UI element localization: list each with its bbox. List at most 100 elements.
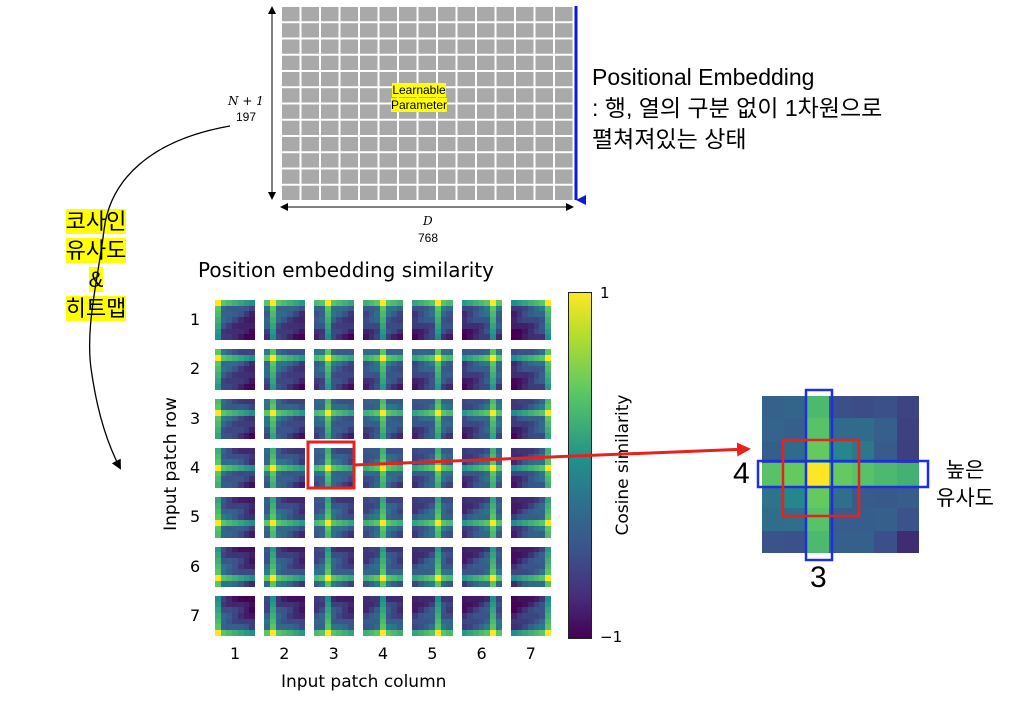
heatmap-cell: [319, 612, 326, 620]
zoom-cell: [762, 440, 785, 464]
heatmap-cell: [249, 377, 256, 384]
heatmap-cell: [484, 624, 491, 631]
heatmap-cell: [490, 612, 497, 620]
heatmap-cell: [330, 508, 337, 515]
heatmap-patch: [215, 300, 256, 341]
heatmap-cell: [423, 476, 430, 483]
heatmap-cell: [417, 427, 424, 434]
heatmap-cell: [275, 520, 282, 527]
heatmap-patch: [215, 349, 256, 390]
heatmap-cell: [417, 601, 424, 608]
heatmap-cell: [243, 546, 250, 553]
heatmap-cell: [429, 355, 436, 362]
heatmap-cell: [527, 447, 535, 454]
heatmap-cell: [539, 580, 546, 587]
heatmap-cell: [467, 630, 474, 637]
heatmap-cell: [510, 520, 517, 527]
heatmap-cell: [539, 470, 546, 477]
heatmap-cell: [527, 514, 535, 521]
heatmap-cell: [292, 398, 299, 405]
heatmap-cell: [484, 470, 491, 477]
heatmap-cell: [270, 624, 277, 631]
heatmap-cell: [484, 595, 491, 602]
heatmap-cell: [423, 508, 430, 515]
heatmap-cell: [220, 502, 227, 509]
heatmap-cell: [226, 415, 233, 422]
heatmap-cell: [319, 476, 326, 483]
heatmap-cell: [249, 514, 256, 521]
heatmap-cell: [275, 383, 282, 390]
heatmap-cell: [391, 476, 398, 483]
heatmap-cell: [281, 383, 288, 390]
zoom-cell: [874, 440, 898, 464]
heatmap-cell: [362, 432, 369, 439]
heatmap-cell: [275, 311, 282, 318]
heatmap-cell: [292, 482, 299, 489]
heatmap-cell: [472, 311, 480, 318]
heatmap-cell: [325, 476, 332, 483]
heatmap-cell: [249, 317, 256, 324]
heatmap-cell: [495, 427, 502, 434]
heatmap-cell: [429, 410, 436, 417]
heatmap-cell: [380, 546, 387, 553]
heatmap-cell: [347, 465, 354, 472]
heatmap-cell: [243, 311, 250, 318]
heatmap-cell: [385, 470, 392, 477]
heatmap-cell: [374, 520, 381, 527]
heatmap-cell: [292, 595, 299, 602]
heatmap-cell: [380, 317, 387, 324]
heatmap-cell: [478, 421, 485, 428]
heatmap-cell: [423, 520, 430, 527]
heatmap-cell: [429, 569, 436, 576]
heatmap-cell: [232, 410, 239, 417]
heatmap-cell: [429, 328, 436, 335]
heatmap-cell: [533, 607, 540, 614]
heatmap-cell: [347, 476, 354, 483]
heatmap-cell: [516, 317, 523, 324]
heatmap-cell: [446, 607, 453, 614]
heatmap-cell: [237, 502, 244, 509]
heatmap-cell: [461, 300, 468, 307]
heatmap-cell: [368, 322, 375, 329]
heatmap-cell: [330, 383, 337, 390]
heatmap-cell: [478, 447, 485, 454]
heatmap-cell: [270, 502, 277, 509]
heatmap-cell: [484, 383, 491, 390]
heatmap-cell: [362, 453, 369, 460]
heatmap-cell: [368, 415, 375, 422]
heatmap-cell: [270, 612, 277, 620]
heatmap-cell: [215, 305, 222, 312]
heatmap-cell: [287, 612, 294, 620]
heatmap-cell: [461, 366, 468, 373]
heatmap-cell: [374, 415, 381, 422]
heatmap-cell: [232, 360, 239, 367]
heatmap-cell: [461, 514, 468, 521]
heatmap-cell: [397, 508, 404, 515]
heatmap-cell: [281, 595, 288, 602]
heatmap-cell: [391, 305, 398, 312]
heatmap-cell: [275, 421, 282, 428]
heatmap-cell: [397, 383, 404, 390]
heatmap-cell: [220, 372, 227, 379]
heatmap-cell: [264, 349, 271, 356]
heatmap-cell: [368, 465, 375, 472]
heatmap-cell: [461, 546, 468, 553]
heatmap-cell: [336, 404, 343, 411]
heatmap-cell: [347, 349, 354, 356]
heatmap-cell: [435, 612, 442, 620]
heatmap-cell: [215, 317, 222, 324]
heatmap-cell: [440, 453, 447, 460]
zoom-note-line-1: 높은: [945, 459, 985, 482]
heatmap-cell: [237, 557, 244, 565]
heatmap-cell: [435, 546, 442, 553]
heatmap-cell: [495, 328, 502, 335]
heatmap-cell: [429, 624, 436, 631]
heatmap-cell: [264, 546, 271, 553]
heatmap-cell: [539, 421, 546, 428]
heatmap-cell: [362, 470, 369, 477]
heatmap-cell: [264, 601, 271, 608]
heatmap-cell: [368, 508, 375, 515]
heatmap-cell: [232, 349, 239, 356]
heatmap-cell: [478, 508, 485, 515]
